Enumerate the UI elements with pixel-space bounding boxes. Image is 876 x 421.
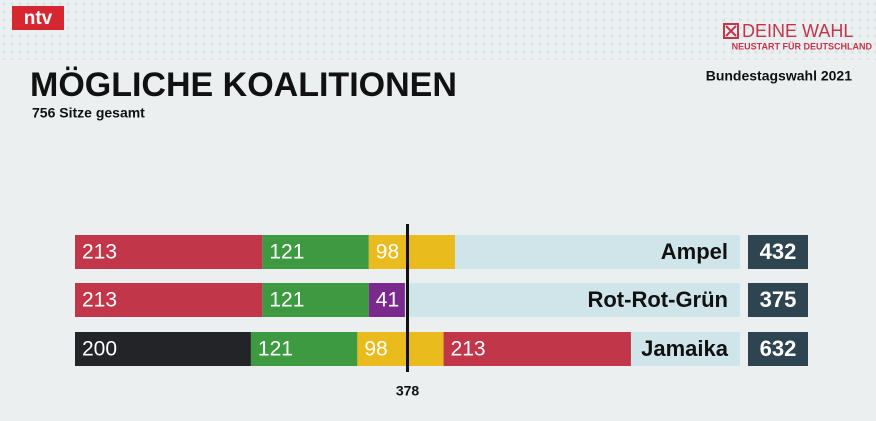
bar-segment xyxy=(75,332,251,366)
segment-label: 213 xyxy=(82,241,117,264)
logo: ntv xyxy=(24,8,53,29)
segment-label: 213 xyxy=(82,289,117,312)
total-label: 375 xyxy=(760,287,797,312)
segment-label: 121 xyxy=(269,289,304,312)
bar-segment xyxy=(368,235,455,269)
total-label: 632 xyxy=(760,336,797,361)
segment-label: 213 xyxy=(451,338,486,361)
bar-segment xyxy=(443,332,631,366)
brand-box xyxy=(723,23,739,39)
bar-label: Jamaika xyxy=(641,336,729,361)
bar-label: Ampel xyxy=(661,239,728,264)
bar-segment xyxy=(250,332,358,366)
segment-label: 41 xyxy=(376,289,399,312)
total-box xyxy=(748,332,808,366)
bar-label: Rot-Rot-Grün xyxy=(587,287,728,312)
segment-label: 98 xyxy=(364,338,387,361)
logo-box xyxy=(12,6,64,30)
chart-title: MÖGLICHE KOALITIONEN xyxy=(30,66,457,104)
note: Bundestagswahl 2021 xyxy=(706,68,852,84)
bar-segment xyxy=(368,283,405,317)
bar-segment xyxy=(357,332,444,366)
total-box xyxy=(748,235,808,269)
segment-label: 121 xyxy=(269,241,304,264)
segment-label: 98 xyxy=(376,241,399,264)
x-tick-label: 378 xyxy=(396,383,420,399)
segment-label: 121 xyxy=(258,338,293,361)
bar-segment xyxy=(75,235,263,269)
bar-segment xyxy=(262,283,369,317)
brand-cross xyxy=(725,25,737,37)
subtitle: 756 Sitze gesamt xyxy=(32,105,145,121)
bar-segment xyxy=(262,235,369,269)
segment-label: 200 xyxy=(82,338,117,361)
total-box xyxy=(748,283,808,317)
brand-sub: NEUSTART FÜR DEUTSCHLAND xyxy=(732,41,873,51)
brand: DEINE WAHL xyxy=(742,21,853,41)
bar-segment xyxy=(75,283,263,317)
total-label: 432 xyxy=(760,239,797,264)
